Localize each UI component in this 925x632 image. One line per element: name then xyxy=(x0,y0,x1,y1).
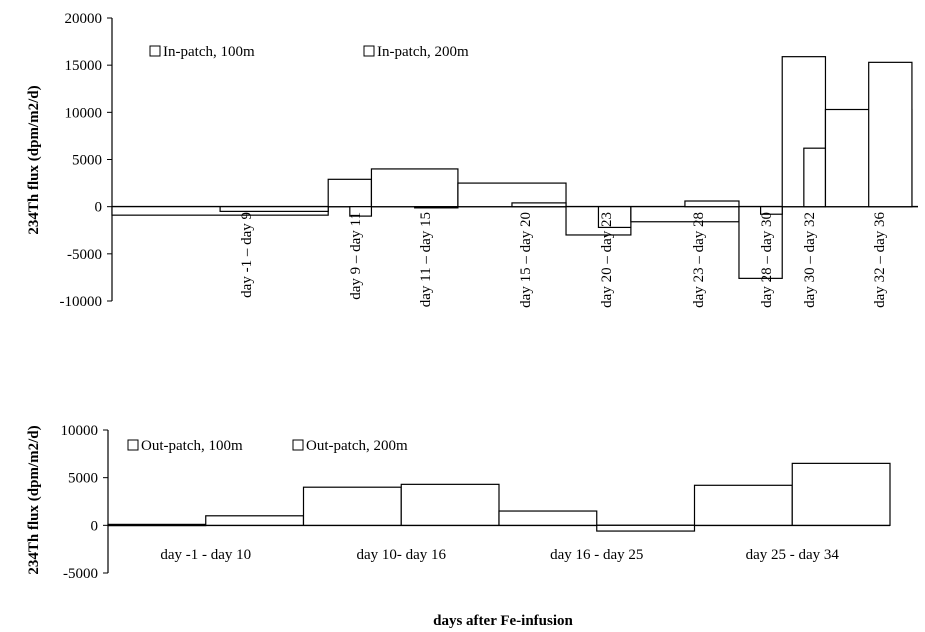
top-bar-200m xyxy=(349,206,373,217)
top-y-tick-label: 0 xyxy=(95,200,103,216)
top-bar-200m xyxy=(759,206,783,215)
top-category-label: day -1 – day 9 xyxy=(239,212,255,298)
in-patch-chart: -10000 -5000 0 5000 10000 15000 20000 day -1 – … xyxy=(26,11,918,310)
bottom-bar-100m xyxy=(693,484,793,526)
top-bar-100m xyxy=(370,168,459,208)
bottom-category-label: day 16 - day 25 xyxy=(550,547,643,563)
top-bar-200m xyxy=(803,147,827,208)
top-bar-200m xyxy=(414,206,459,209)
legend-label: Out-patch, 100m xyxy=(141,438,243,454)
top-bar-200m xyxy=(868,61,913,208)
top-category-label: day 28 – day 30 xyxy=(759,212,775,308)
top-y-tick-label: 5000 xyxy=(72,153,102,169)
bottom-y-tick-label: -5000 xyxy=(63,566,98,582)
top-bar-100m xyxy=(327,178,373,208)
legend-swatch xyxy=(149,45,161,57)
bottom-category-label: day 10- day 16 xyxy=(356,547,446,563)
bottom-category-label: day 25 - day 34 xyxy=(746,547,840,563)
top-y-tick-label: 10000 xyxy=(65,105,103,121)
bottom-y-tick-label: 5000 xyxy=(68,471,98,487)
top-bar-200m xyxy=(684,200,740,208)
bottom-legend: Out-patch, 100m Out-patch, 200m xyxy=(127,438,408,454)
top-category-label: day 23 – day 28 xyxy=(691,212,707,308)
top-y-tick-label: -10000 xyxy=(60,294,103,310)
bottom-bar-200m xyxy=(205,515,305,526)
top-y-tick-label: 20000 xyxy=(65,11,103,27)
legend-label: Out-patch, 200m xyxy=(306,438,408,454)
legend-swatch xyxy=(363,45,375,57)
top-category-label: day 20 – day 23 xyxy=(599,212,615,308)
bottom-bar-200m xyxy=(596,524,696,532)
out-patch-chart: -5000 0 5000 10000 day -1 - day 10 day 10- da… xyxy=(26,423,891,582)
bottom-bar-100m xyxy=(498,510,598,526)
top-category-label: day 30 – day 32 xyxy=(802,212,818,308)
legend-swatch xyxy=(127,439,139,451)
top-y-axis-label: 234Th flux (dpm/m2/d) xyxy=(26,85,42,234)
top-bar-100m xyxy=(738,206,783,279)
bottom-y-tick-label: 0 xyxy=(91,518,99,534)
top-category-label: day 9 – day 11 xyxy=(348,212,364,300)
bottom-bar-200m xyxy=(791,462,891,526)
top-y-tick-label: 15000 xyxy=(65,58,103,74)
top-legend: In-patch, 100m In-patch, 200m xyxy=(149,44,469,60)
bottom-bar-100m xyxy=(107,523,207,527)
bottom-bar-200m xyxy=(400,483,500,526)
top-category-label: day 32 – day 36 xyxy=(872,212,888,308)
legend-label: In-patch, 200m xyxy=(377,44,469,60)
legend-swatch xyxy=(292,439,304,451)
top-category-label: day 11 – day 15 xyxy=(418,212,434,307)
bottom-y-axis-label: 234Th flux (dpm/m2/d) xyxy=(26,425,42,574)
x-axis-label: days after Fe-infusion xyxy=(433,613,573,629)
bottom-bar-100m xyxy=(302,486,402,526)
top-bar-200m xyxy=(511,202,567,208)
top-bar-200m xyxy=(219,206,329,212)
legend-label: In-patch, 100m xyxy=(163,44,255,60)
bottom-category-label: day -1 - day 10 xyxy=(160,547,251,563)
top-y-tick-label: -5000 xyxy=(67,247,102,263)
bottom-y-tick-label: 10000 xyxy=(61,423,99,439)
top-category-label: day 15 – day 20 xyxy=(518,212,534,308)
top-bar-100m xyxy=(630,206,740,223)
